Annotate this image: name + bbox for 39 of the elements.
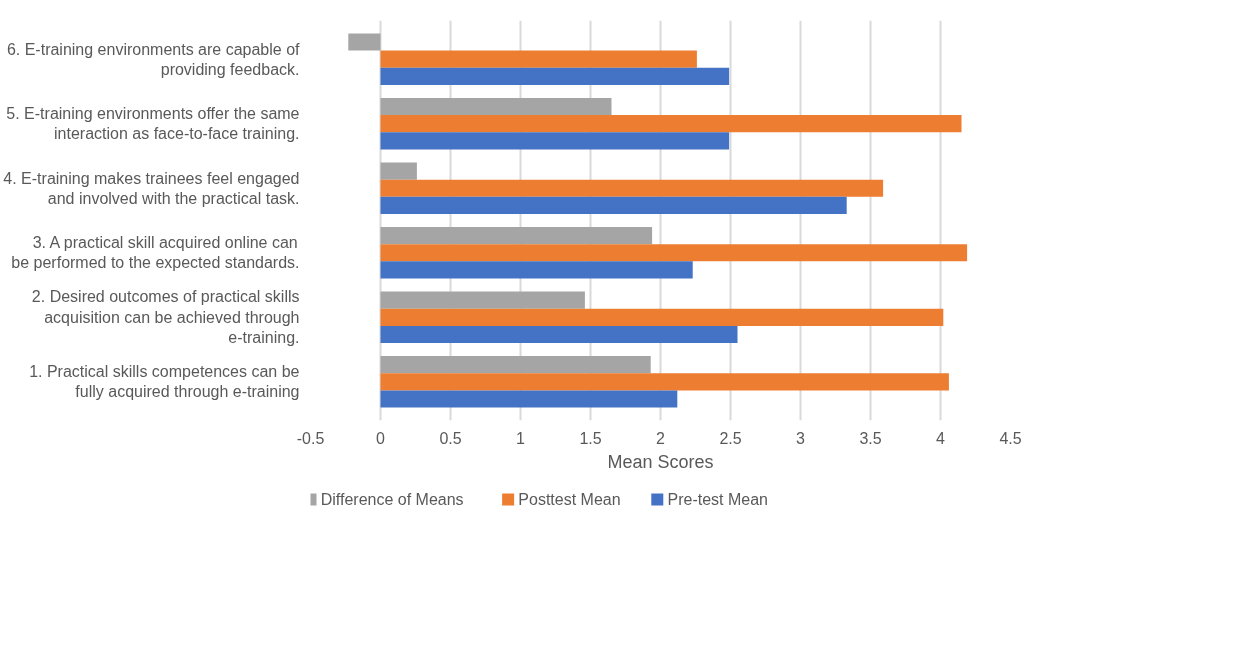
x-tick-label: 4.5 <box>999 429 1022 447</box>
x-tick-label: -0.5 <box>296 429 325 447</box>
bar <box>380 67 730 86</box>
x-tick-label: 1.5 <box>579 429 602 447</box>
bar <box>380 308 944 326</box>
legend-label: Pre-test Mean <box>667 491 768 508</box>
y-tick-label: 4. E-training makes trainees feel engaged and involved with the practical task. <box>3 169 300 207</box>
bar <box>380 115 962 133</box>
bar <box>380 50 697 68</box>
x-tick-label: 3.5 <box>859 429 882 447</box>
x-tick-label: 0.5 <box>439 429 462 447</box>
y-tick-label: 3. A practical skill acquired online can be performed to the expected standards. <box>11 234 300 272</box>
bar <box>380 97 612 116</box>
x-tick-label: 1 <box>516 429 526 447</box>
x-tick-label: 0 <box>376 429 386 447</box>
bar <box>380 196 847 215</box>
y-tick-label: 2. Desired outcomes of practical skills acquisition can be achieved through e-training. <box>31 288 300 347</box>
y-tick-label: 6. E-training environments are capable of providing feedback. <box>6 40 301 78</box>
x-tick-label: 4 <box>936 429 946 447</box>
x-tick-label: 2.5 <box>719 429 742 447</box>
x-axis-title: Mean Scores <box>607 451 714 472</box>
bar <box>380 261 693 279</box>
bar <box>380 373 949 391</box>
legend-label: Difference of Means <box>320 491 464 508</box>
bar <box>380 162 417 180</box>
bar <box>380 226 653 245</box>
y-tick-label: 1. Practical skills competences can be fully acquired through e-training <box>29 363 300 401</box>
x-tick-label: 3 <box>796 429 806 447</box>
bar <box>380 291 585 309</box>
y-tick-label: 5. E-training environments offer the same interaction as face-to-face training. <box>6 105 300 143</box>
bar <box>380 244 968 262</box>
legend-label: Posttest Mean <box>518 491 621 508</box>
bar <box>380 179 884 197</box>
bar <box>380 325 738 344</box>
x-tick-label: 2 <box>656 429 666 447</box>
bar <box>380 132 730 150</box>
bar <box>380 355 651 374</box>
bar <box>348 33 381 51</box>
bar <box>380 390 678 408</box>
